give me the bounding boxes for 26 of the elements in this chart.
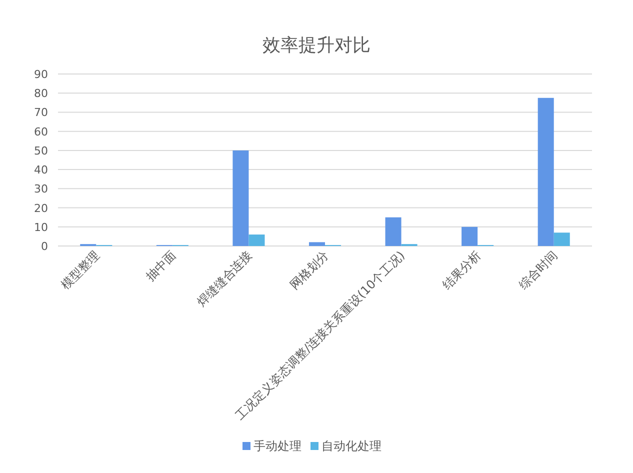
x-tick-label: 模型整理 — [58, 248, 102, 292]
y-tick-label: 70 — [34, 106, 48, 120]
x-tick-label: 结果分析 — [440, 248, 484, 292]
x-tick-label: 网格划分 — [287, 248, 332, 292]
x-tick-label: 抽中面 — [143, 248, 179, 284]
legend-label: 自动化处理 — [322, 439, 382, 453]
y-tick-label: 80 — [34, 87, 48, 100]
bar — [462, 226, 478, 246]
bar — [385, 217, 402, 246]
bar — [248, 234, 265, 246]
x-tick-label: 综合时间 — [516, 248, 560, 292]
legend-label: 手动处理 — [254, 439, 302, 453]
bar — [538, 98, 554, 246]
y-tick-label: 90 — [34, 68, 48, 81]
bar — [554, 232, 570, 246]
bar — [232, 150, 249, 246]
y-tick-label: 60 — [34, 125, 48, 138]
y-tick-label: 30 — [34, 182, 48, 196]
y-tick-label: 0 — [41, 240, 48, 253]
bar — [308, 242, 325, 246]
y-tick-label: 10 — [34, 220, 48, 234]
x-tick-label: 焊缝缝合连接 — [194, 248, 255, 310]
y-tick-label: 40 — [34, 164, 48, 177]
y-tick-label: 20 — [34, 202, 48, 215]
title: 效率提升对比 — [262, 35, 370, 56]
y-tick-label: 50 — [34, 144, 48, 158]
